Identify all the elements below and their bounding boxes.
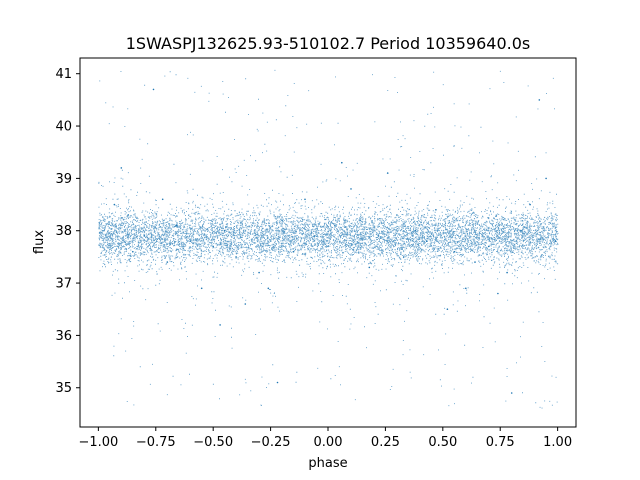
scatter-cloud bbox=[98, 69, 559, 409]
x-tick-label: 0.25 bbox=[371, 435, 400, 450]
data-point bbox=[529, 203, 531, 206]
y-axis: 35 36 37 38 39 40 41 bbox=[55, 67, 80, 396]
data-point bbox=[506, 271, 508, 274]
data-point bbox=[120, 167, 123, 169]
data-points bbox=[98, 69, 559, 409]
data-point bbox=[334, 224, 336, 227]
data-point bbox=[414, 229, 417, 232]
data-point bbox=[127, 214, 129, 216]
data-point bbox=[267, 287, 270, 290]
data-point bbox=[189, 240, 191, 242]
data-point bbox=[258, 271, 260, 274]
data-point bbox=[545, 177, 547, 180]
data-point bbox=[152, 88, 155, 91]
x-tick-label: −0.50 bbox=[193, 435, 233, 450]
y-tick-label: 39 bbox=[55, 172, 72, 187]
data-point bbox=[304, 198, 306, 201]
data-point bbox=[497, 292, 499, 295]
data-point bbox=[235, 256, 237, 258]
x-axis-label: phase bbox=[308, 456, 347, 471]
y-tick-label: 36 bbox=[55, 329, 72, 344]
data-point bbox=[554, 240, 557, 242]
data-point bbox=[244, 303, 247, 305]
data-point bbox=[538, 99, 541, 101]
y-tick-label: 35 bbox=[55, 381, 72, 396]
data-point bbox=[219, 324, 221, 326]
data-point bbox=[341, 161, 343, 164]
x-tick-label: 1.00 bbox=[543, 435, 572, 450]
data-point bbox=[474, 261, 476, 263]
data-point bbox=[143, 235, 146, 237]
x-tick-label: 0.75 bbox=[486, 435, 515, 450]
x-tick-label: −0.75 bbox=[136, 435, 176, 450]
data-point bbox=[175, 224, 178, 227]
data-point bbox=[281, 219, 283, 222]
data-point bbox=[292, 250, 295, 253]
data-point bbox=[102, 229, 104, 232]
y-tick-label: 37 bbox=[55, 277, 72, 292]
data-point bbox=[487, 245, 490, 248]
data-point bbox=[465, 287, 467, 290]
data-point bbox=[377, 235, 380, 237]
data-point bbox=[510, 392, 513, 394]
x-tick-label: −1.00 bbox=[78, 435, 118, 450]
y-tick-label: 41 bbox=[55, 67, 72, 82]
data-point bbox=[350, 188, 352, 190]
x-tick-label: −0.25 bbox=[251, 435, 291, 450]
data-point bbox=[403, 256, 405, 258]
data-point bbox=[435, 209, 437, 211]
data-point bbox=[161, 198, 164, 201]
data-point bbox=[359, 219, 361, 222]
data-point bbox=[327, 245, 329, 248]
data-point bbox=[313, 235, 316, 237]
data-point bbox=[368, 266, 371, 269]
chart-title: 1SWASPJ132625.93-510102.7 Period 1035964… bbox=[126, 34, 531, 53]
data-point bbox=[520, 229, 522, 232]
data-point bbox=[113, 203, 116, 206]
x-tick-label: 0.50 bbox=[428, 435, 457, 450]
data-point bbox=[425, 240, 428, 242]
data-point bbox=[396, 214, 398, 216]
data-point bbox=[132, 250, 134, 253]
x-axis: −1.00 −0.75 −0.50 −0.25 0.00 0.25 0.50 0.75 1.00 bbox=[78, 427, 572, 450]
data-point bbox=[200, 287, 203, 290]
data-point bbox=[223, 229, 226, 232]
data-point bbox=[446, 308, 449, 311]
data-point bbox=[212, 245, 214, 248]
y-tick-label: 40 bbox=[55, 120, 72, 135]
data-point bbox=[386, 172, 389, 174]
y-axis-label: flux bbox=[32, 230, 47, 254]
y-tick-label: 38 bbox=[55, 224, 72, 239]
x-tick-label: 0.00 bbox=[314, 435, 343, 450]
data-point bbox=[276, 381, 279, 384]
data-point bbox=[453, 250, 456, 253]
data-point bbox=[166, 261, 169, 263]
